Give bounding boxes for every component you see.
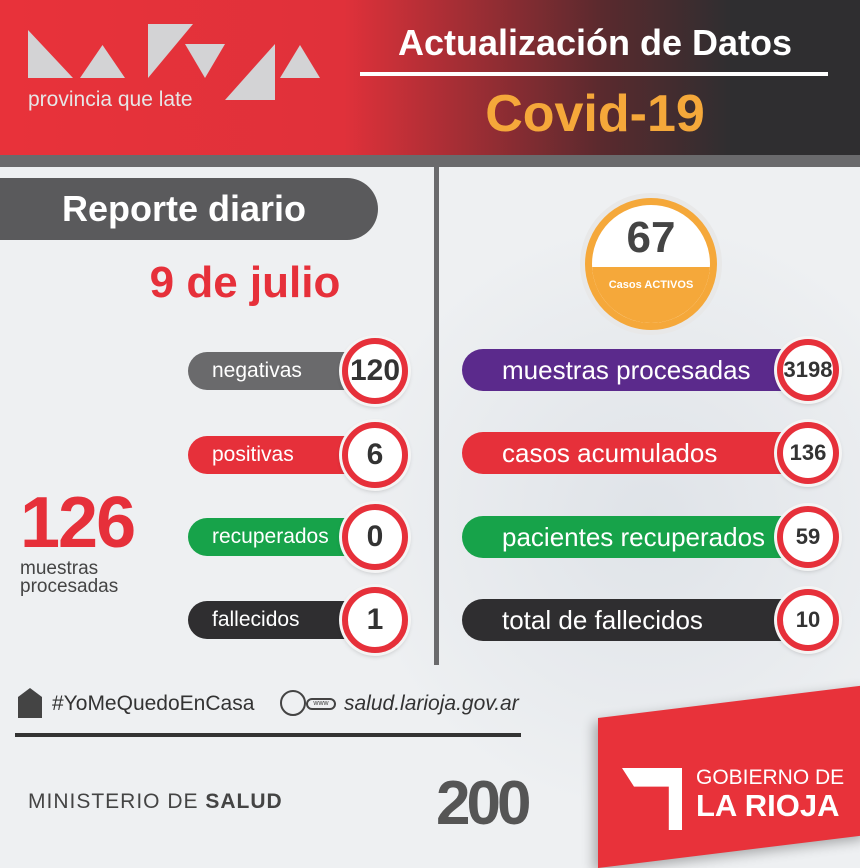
anniversary-200-logo: 200 [436,769,531,838]
cumulative-stat-value: 10 [777,589,839,651]
cumulative-stat-1: casos acumulados [462,432,812,474]
daily-stat-label: recuperados [212,525,329,548]
active-cases-label: Casos ACTIVOS [592,267,710,323]
header-band [0,155,860,167]
daily-stat-label: negativas [212,359,302,382]
subtitle: Covid-19 [485,85,705,143]
daily-stat-2: recuperados [188,518,363,556]
daily-stat-label: fallecidos [212,608,300,631]
daily-stat-value: 1 [342,587,408,653]
ministry-prefix: MINISTERIO DE [28,790,199,813]
cumulative-stat-label: total de fallecidos [502,604,703,635]
daily-total-value: 126 [20,483,136,563]
globe-icon [280,690,306,716]
daily-stat-0: negativas [188,352,363,390]
daily-stat-label: positivas [212,443,294,466]
government-line1: GOBIERNO DE [696,766,845,789]
daily-stat-3: fallecidos [188,601,363,639]
header-banner: provincia que late Actualización de Dato… [0,0,860,155]
daily-total-label: muestras procesadas [20,558,119,597]
cumulative-stat-value: 3198 [777,339,839,401]
title-divider [360,72,828,76]
ministry-label: MINISTERIO DE SALUD [28,790,283,814]
cumulative-stat-0: muestras procesadas [462,349,812,391]
active-cases-gauge: 67 Casos ACTIVOS [585,198,717,330]
website-link[interactable]: salud.larioja.gov.ar [344,692,519,715]
title: Actualización de Datos [397,22,793,63]
report-label: Reporte diario [0,178,378,240]
daily-stat-value: 120 [342,338,408,404]
cumulative-stat-label: muestras procesadas [502,354,751,385]
daily-stat-value: 0 [342,504,408,570]
hashtag: #YoMeQuedoEnCasa [52,692,255,715]
cumulative-stat-value: 136 [777,422,839,484]
ministry-name: SALUD [205,790,283,813]
tagline: provincia que late [28,88,193,111]
cumulative-stat-value: 59 [777,506,839,568]
www-icon: www [306,698,336,710]
daily-stat-1: positivas [188,436,363,474]
cumulative-stat-label: pacientes recuperados [502,521,766,552]
government-line2: LA RIOJA [696,788,840,823]
report-date: 9 de julio [149,258,341,307]
active-cases-value: 67 [626,213,676,262]
cumulative-stat-3: total de fallecidos [462,599,812,641]
column-divider [434,167,439,665]
footer-divider [15,733,521,737]
cumulative-stat-label: casos acumulados [502,437,718,468]
cumulative-stat-2: pacientes recuperados [462,516,812,558]
daily-stat-value: 6 [342,422,408,488]
